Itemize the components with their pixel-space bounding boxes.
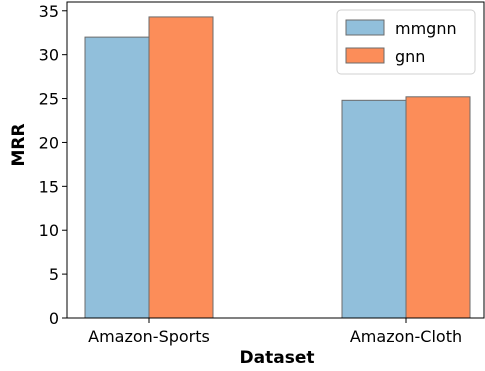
x-tick-label: Amazon-Cloth (350, 327, 462, 346)
y-tick-label: 0 (49, 309, 59, 328)
legend-swatch-mmgnn (345, 19, 385, 36)
legend-label-mmgnn: mmgnn (395, 19, 457, 38)
y-tick-label: 35 (39, 2, 59, 21)
y-tick-label: 5 (49, 265, 59, 284)
legend: mmgnn gnn (336, 9, 476, 75)
legend-label-gnn: gnn (395, 47, 425, 66)
bar-mmgnn-amazon-sports (84, 36, 150, 319)
x-axis-title: Dataset (240, 348, 315, 366)
x-tick-label: Amazon-Sports (88, 327, 210, 346)
y-tick-label: 15 (39, 177, 59, 196)
legend-swatch-gnn (345, 47, 385, 64)
y-axis-title: MRR (9, 123, 29, 166)
plot-frame (66, 1, 485, 319)
y-tick-label: 10 (39, 221, 59, 240)
y-tick-label: 30 (39, 46, 59, 65)
y-axis: 0 5 10 15 20 25 30 35 (39, 2, 67, 328)
y-tick-label: 25 (39, 90, 59, 109)
bar-gnn-amazon-sports (148, 16, 214, 319)
bar-mmgnn-amazon-cloth (341, 99, 407, 319)
y-tick-label: 20 (39, 133, 59, 152)
plot-area (66, 1, 485, 319)
x-axis: Amazon-Sports Amazon-Cloth (88, 318, 462, 346)
bar-gnn-amazon-cloth (405, 96, 471, 319)
